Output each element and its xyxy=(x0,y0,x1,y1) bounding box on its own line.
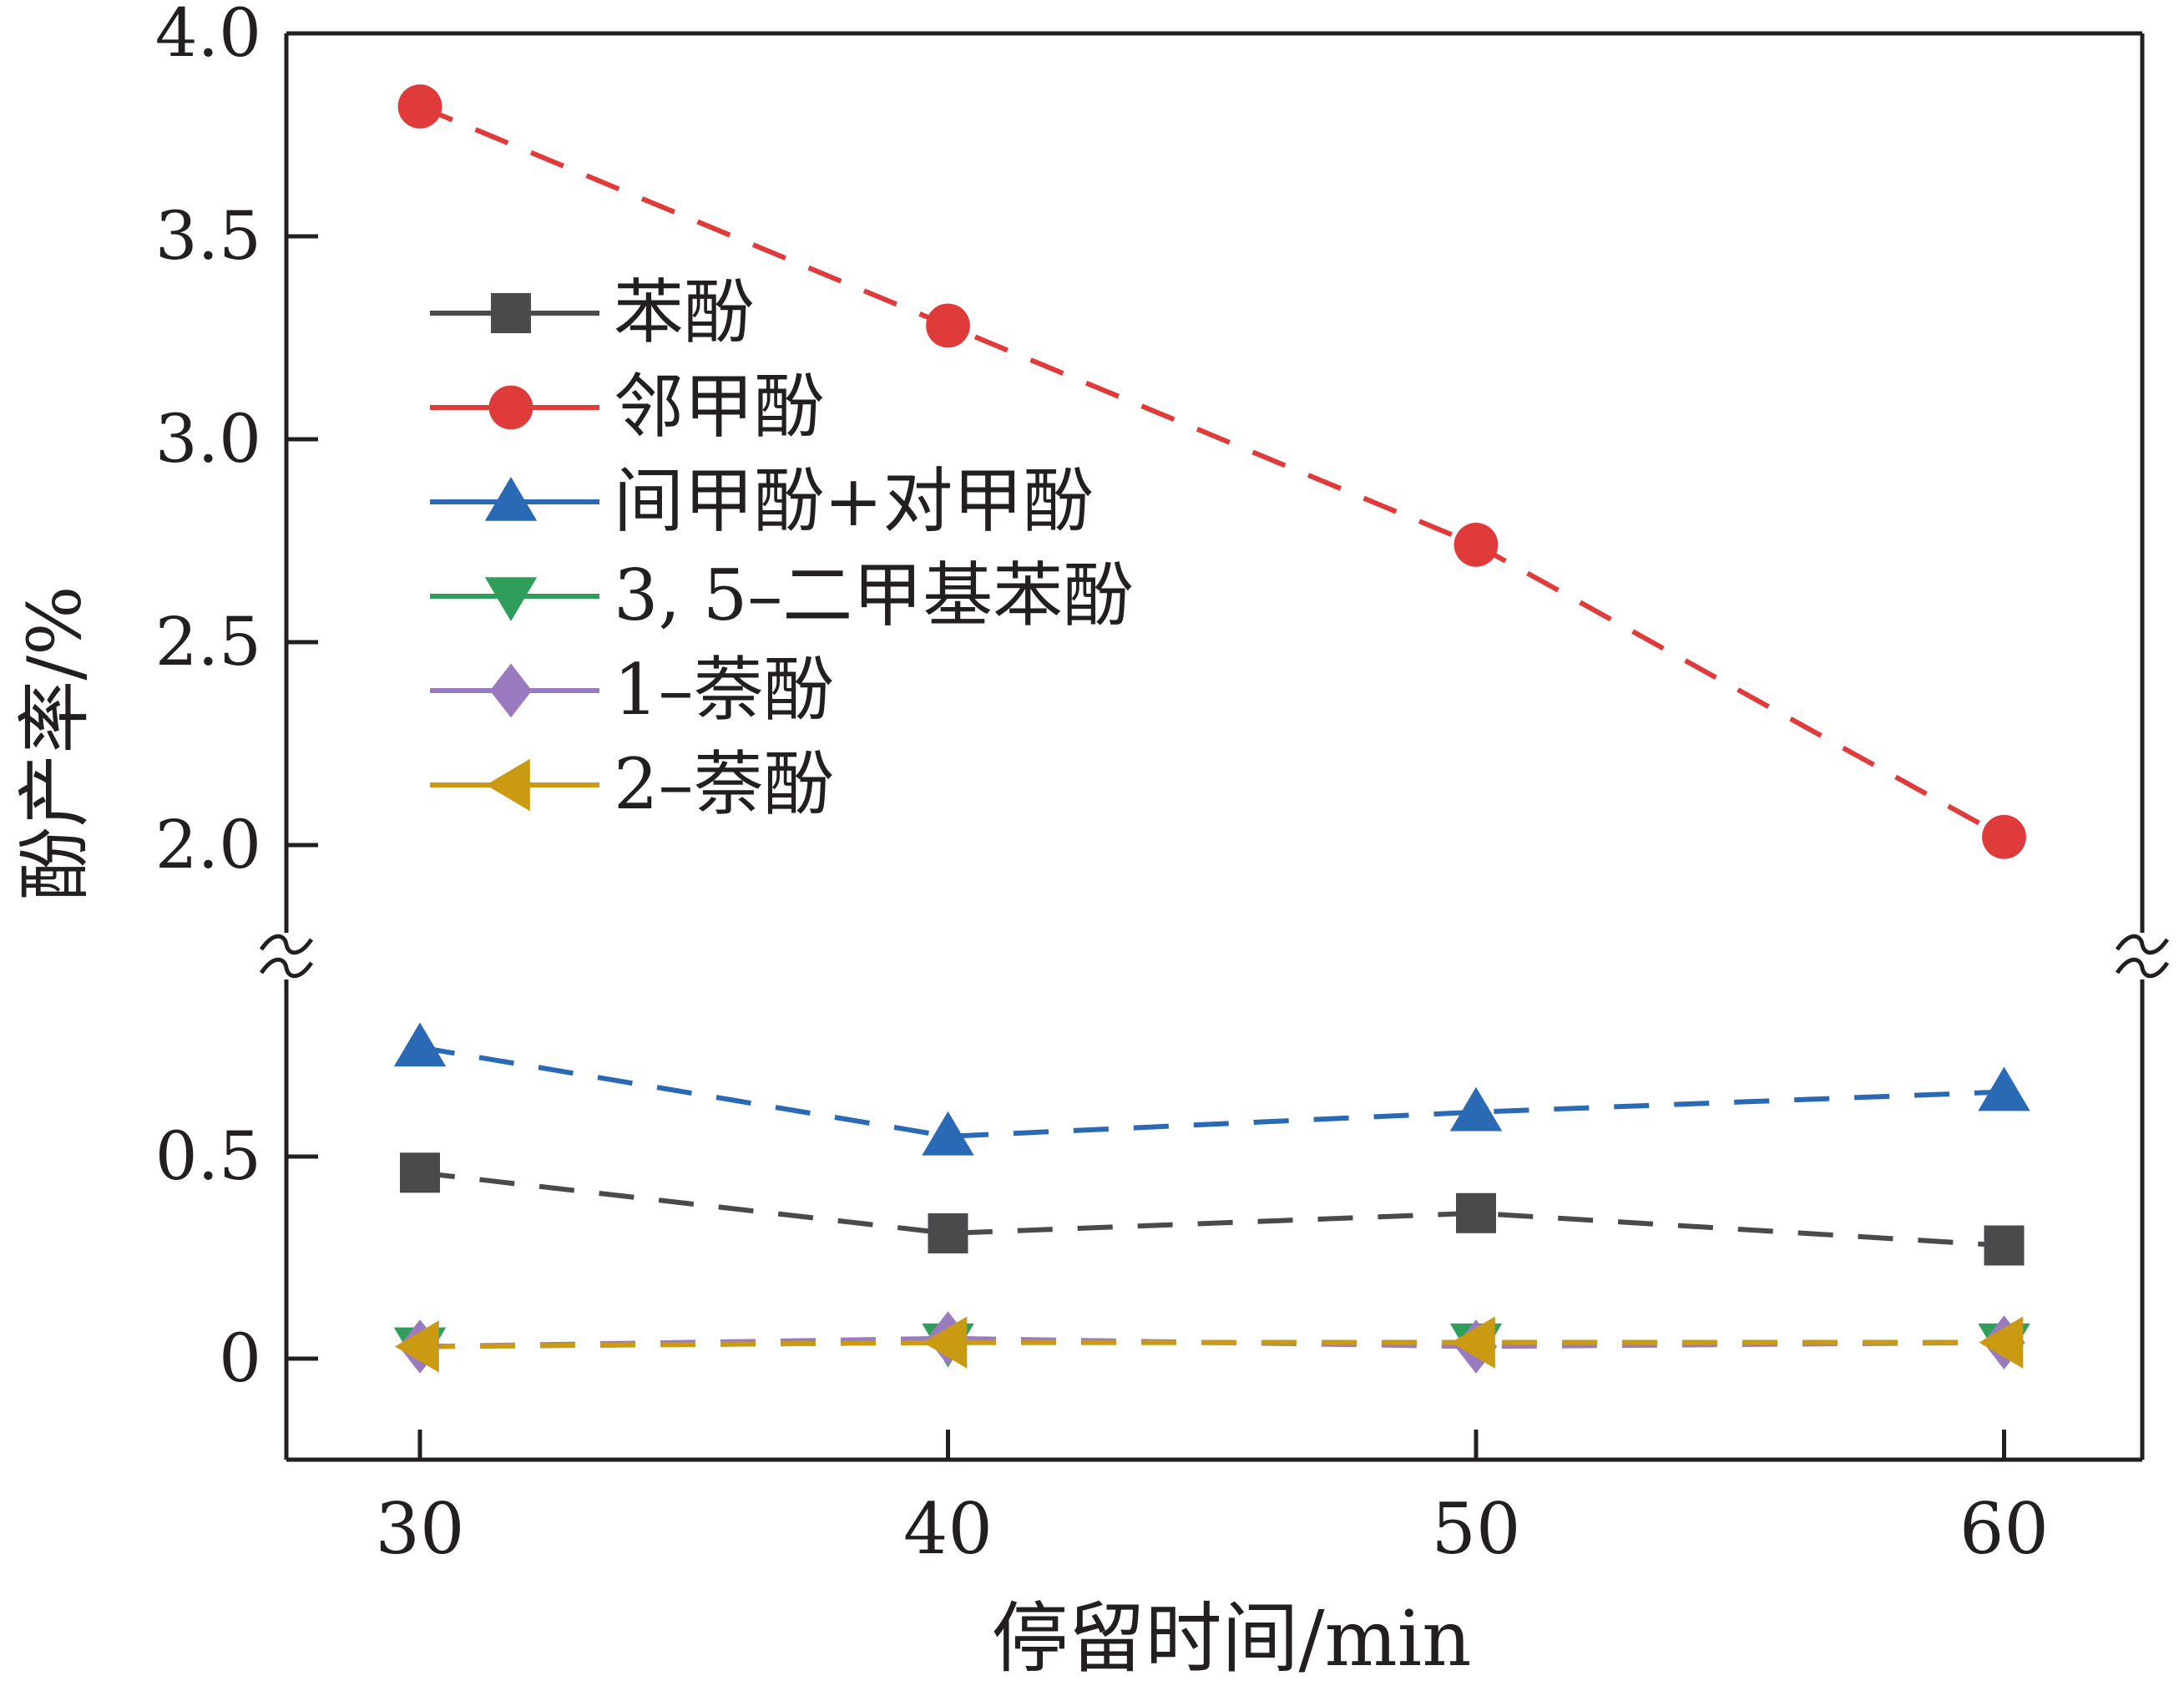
data-point-1-0 xyxy=(397,84,442,129)
series-line-5 xyxy=(419,1339,2005,1349)
legend-marker-2 xyxy=(484,477,538,521)
data-point-1-3 xyxy=(1982,814,2026,859)
x-tick-label: 30 xyxy=(376,1488,465,1570)
data-point-2-1 xyxy=(922,1111,974,1156)
series-line-1 xyxy=(418,104,2005,839)
data-point-1-2 xyxy=(1453,522,1499,567)
legend-marker-1 xyxy=(488,385,533,430)
data-point-0-3 xyxy=(1984,1225,2025,1266)
legend-label-3: 3, 5–二甲基苯酚 xyxy=(614,554,1133,636)
axis-break-right-1 xyxy=(2115,934,2170,955)
series-lines xyxy=(418,104,2005,1349)
y-tick-label: 0.5 xyxy=(155,1117,261,1195)
y-axis-title: 酚产率/% xyxy=(12,585,98,900)
legend-label-2: 间甲酚+对甲酚 xyxy=(614,460,1093,542)
y-tick-label: 3.0 xyxy=(155,400,261,478)
legend-marker-4 xyxy=(489,663,533,718)
series-markers xyxy=(393,84,2030,1374)
y-tick-label: 2.0 xyxy=(155,806,261,883)
y-tick-label: 2.5 xyxy=(155,603,261,681)
y-tick-label: 3.5 xyxy=(155,197,261,275)
x-tick-label: 60 xyxy=(1959,1488,2049,1570)
y-tick-label: 4.0 xyxy=(155,0,261,72)
series-line-2 xyxy=(419,1045,2005,1139)
x-axis-title: 停留时间/min xyxy=(992,1594,1472,1683)
legend-marker-0 xyxy=(491,293,531,333)
axis-break-right-2 xyxy=(2115,957,2170,979)
legend-marker-5 xyxy=(486,758,530,812)
data-point-5-3 xyxy=(1979,1316,2024,1369)
legend-label-5: 2–萘酚 xyxy=(614,743,833,825)
data-point-2-3 xyxy=(1978,1066,2030,1111)
data-point-5-0 xyxy=(395,1320,439,1373)
axis-break-left-1 xyxy=(259,934,314,955)
x-tick-label: 40 xyxy=(903,1488,993,1570)
legend-marker-3 xyxy=(484,577,538,621)
data-point-1-1 xyxy=(926,303,970,348)
data-point-2-0 xyxy=(393,1022,447,1067)
legend-label-1: 邻甲酚 xyxy=(614,366,824,448)
data-point-0-0 xyxy=(400,1152,440,1193)
data-point-2-2 xyxy=(1449,1086,1503,1132)
x-tick-label: 50 xyxy=(1432,1488,1521,1570)
axis-break-left-2 xyxy=(259,957,314,979)
y-tick-label: 0 xyxy=(219,1319,261,1397)
legend-label-4: 1–萘酚 xyxy=(614,649,833,731)
series-line-0 xyxy=(419,1170,2005,1248)
data-point-5-1 xyxy=(923,1316,968,1369)
axes: 4.0 3.5 3.0 2.5 2.0 0.5 0 30 40 50 60 xyxy=(155,0,2170,1570)
data-point-0-1 xyxy=(928,1213,968,1253)
data-point-0-2 xyxy=(1456,1192,1496,1233)
legend-label-0: 苯酚 xyxy=(614,271,754,353)
data-point-5-2 xyxy=(1451,1316,1495,1369)
